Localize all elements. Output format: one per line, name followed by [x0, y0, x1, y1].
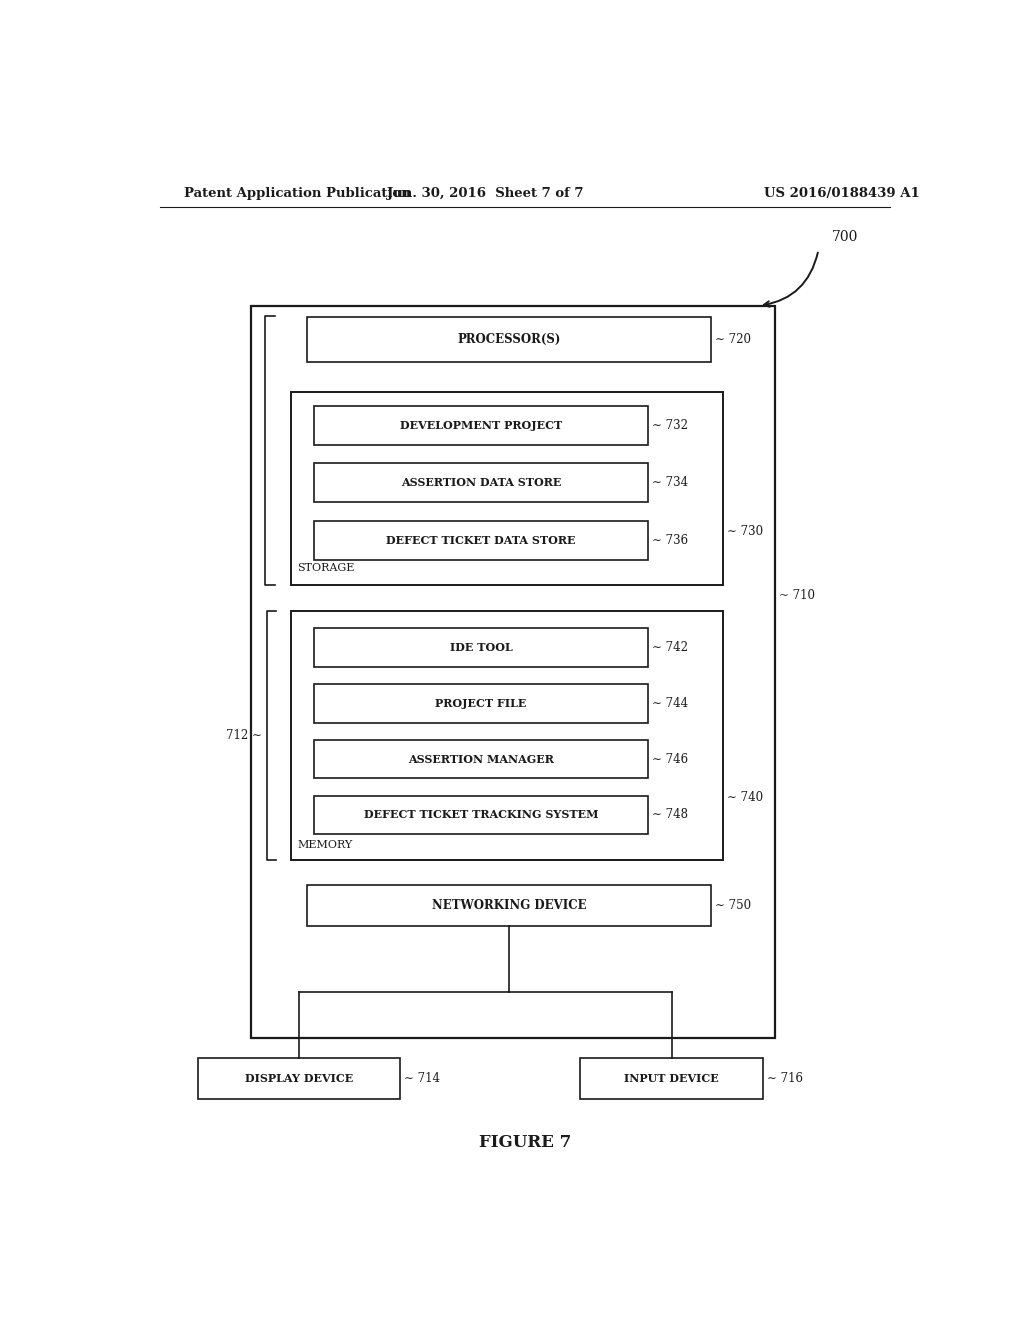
Text: ∼ 746: ∼ 746 — [652, 752, 688, 766]
Text: ∼ 736: ∼ 736 — [652, 535, 688, 546]
Text: MEMORY: MEMORY — [297, 840, 352, 850]
Bar — [306, 317, 712, 362]
Text: DISPLAY DEVICE: DISPLAY DEVICE — [245, 1073, 353, 1084]
Bar — [314, 407, 648, 445]
Text: IDE TOOL: IDE TOOL — [450, 642, 513, 653]
Bar — [314, 739, 648, 779]
Bar — [251, 306, 775, 1038]
Text: DEVELOPMENT PROJECT: DEVELOPMENT PROJECT — [400, 420, 562, 432]
Text: ~ 710: ~ 710 — [778, 589, 815, 602]
Text: DEFECT TICKET TRACKING SYSTEM: DEFECT TICKET TRACKING SYSTEM — [364, 809, 598, 821]
Text: INPUT DEVICE: INPUT DEVICE — [625, 1073, 719, 1084]
Text: ∼ 730: ∼ 730 — [727, 525, 763, 537]
Bar — [314, 628, 648, 667]
Text: DEFECT TICKET DATA STORE: DEFECT TICKET DATA STORE — [386, 535, 575, 546]
Bar — [198, 1057, 400, 1098]
Bar — [314, 521, 648, 560]
Bar — [581, 1057, 763, 1098]
Text: Jun. 30, 2016  Sheet 7 of 7: Jun. 30, 2016 Sheet 7 of 7 — [387, 187, 584, 201]
Text: ∼ 748: ∼ 748 — [652, 808, 688, 821]
Text: US 2016/0188439 A1: US 2016/0188439 A1 — [764, 187, 921, 201]
Text: FIGURE 7: FIGURE 7 — [478, 1134, 571, 1151]
Bar — [314, 796, 648, 834]
Text: ASSERTION DATA STORE: ASSERTION DATA STORE — [401, 477, 561, 488]
Text: ∼ 716: ∼ 716 — [767, 1072, 803, 1085]
Bar — [291, 392, 723, 585]
Bar — [291, 611, 723, 859]
Text: 712 ∼: 712 ∼ — [226, 729, 262, 742]
Text: ∼ 744: ∼ 744 — [652, 697, 688, 710]
Text: NETWORKING DEVICE: NETWORKING DEVICE — [431, 899, 587, 912]
Text: 700: 700 — [831, 230, 858, 244]
Text: ∼ 742: ∼ 742 — [652, 640, 688, 653]
Text: ∼ 750: ∼ 750 — [715, 899, 752, 912]
Bar — [314, 463, 648, 502]
Text: STORAGE: STORAGE — [297, 564, 354, 573]
Text: Patent Application Publication: Patent Application Publication — [183, 187, 411, 201]
Text: ASSERTION MANAGER: ASSERTION MANAGER — [409, 754, 554, 764]
Text: ∼ 734: ∼ 734 — [652, 477, 688, 490]
Text: PROJECT FILE: PROJECT FILE — [435, 698, 526, 709]
Bar — [314, 684, 648, 722]
Text: ∼ 740: ∼ 740 — [727, 791, 763, 804]
Bar — [306, 886, 712, 925]
Text: PROCESSOR(S): PROCESSOR(S) — [458, 333, 560, 346]
Text: ∼ 720: ∼ 720 — [715, 333, 752, 346]
Text: ∼ 714: ∼ 714 — [404, 1072, 440, 1085]
Text: ∼ 732: ∼ 732 — [652, 420, 688, 432]
